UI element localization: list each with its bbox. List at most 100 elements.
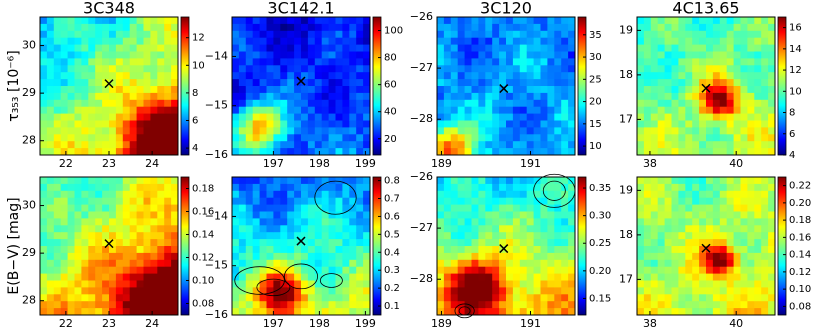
- heatmap-cell: [644, 267, 651, 274]
- heatmap-cell: [720, 267, 727, 274]
- heatmap-cell: [150, 294, 157, 301]
- heatmap-cell: [232, 45, 239, 52]
- heatmap-cell: [658, 218, 665, 225]
- heatmap-cell: [513, 52, 520, 59]
- heatmap-cell: [651, 72, 658, 79]
- heatmap-cell: [342, 191, 349, 198]
- heatmap-cell: [485, 218, 492, 225]
- heatmap-cell: [239, 246, 246, 253]
- heatmap-cell: [54, 24, 61, 31]
- heatmap-cell: [485, 191, 492, 198]
- heatmap-cell: [102, 121, 109, 128]
- heatmap-cell: [329, 205, 336, 212]
- heatmap-cell: [492, 274, 499, 281]
- heatmap-cell: [116, 294, 123, 301]
- heatmap-cell: [451, 274, 458, 281]
- heatmap-cell: [458, 232, 465, 239]
- heatmap-cell: [329, 301, 336, 308]
- heatmap-cell: [47, 45, 54, 52]
- heatmap-cell: [75, 107, 82, 114]
- heatmap-cell: [40, 148, 47, 155]
- heatmap-cell: [68, 177, 75, 184]
- heatmap-cell: [706, 184, 713, 191]
- heatmap-cell: [437, 308, 444, 315]
- heatmap-cell: [260, 281, 267, 288]
- heatmap-cell: [706, 100, 713, 107]
- heatmap-cell: [665, 86, 672, 93]
- heatmap-cell: [75, 177, 82, 184]
- heatmap-cell: [665, 267, 672, 274]
- heatmap-cell: [88, 114, 95, 121]
- heatmap-cell: [499, 184, 506, 191]
- heatmap-cell: [651, 86, 658, 93]
- heatmap-cell: [768, 253, 775, 260]
- heatmap-cell: [150, 232, 157, 239]
- heatmap-cell: [301, 24, 308, 31]
- heatmap-cell: [734, 274, 741, 281]
- heatmap-cell: [547, 134, 554, 141]
- heatmap-cell: [706, 198, 713, 205]
- heatmap-cell: [329, 121, 336, 128]
- heatmap-cell: [492, 52, 499, 59]
- heatmap-cell: [253, 191, 260, 198]
- heatmap-cell: [308, 191, 315, 198]
- heatmap-cell: [336, 198, 343, 205]
- heatmap-cell: [81, 267, 88, 274]
- heatmap-cell: [287, 177, 294, 184]
- heatmap-cell: [81, 287, 88, 294]
- heatmap-cell: [747, 191, 754, 198]
- heatmap-cell: [137, 184, 144, 191]
- heatmap-cell: [547, 86, 554, 93]
- heatmap-cell: [267, 218, 274, 225]
- heatmap-cell: [437, 38, 444, 45]
- heatmap-cell: [527, 239, 534, 246]
- heatmap-cell: [520, 198, 527, 205]
- heatmap-cell: [734, 58, 741, 65]
- heatmap-cell: [465, 232, 472, 239]
- heatmap-cell: [541, 121, 548, 128]
- heatmap-cell: [720, 205, 727, 212]
- heatmap-cell: [102, 191, 109, 198]
- heatmap-cell: [54, 93, 61, 100]
- heatmap-cell: [308, 17, 315, 24]
- heatmap-cell: [672, 148, 679, 155]
- heatmap-cell: [527, 260, 534, 267]
- heatmap-cell: [164, 253, 171, 260]
- heatmap-cell: [444, 177, 451, 184]
- heatmap-cell: [267, 24, 274, 31]
- heatmap-cell: [678, 260, 685, 267]
- heatmap-cell: [713, 148, 720, 155]
- heatmap-cell: [123, 72, 130, 79]
- heatmap-cell: [672, 100, 679, 107]
- heatmap-cell: [157, 45, 164, 52]
- heatmap-cell: [40, 31, 47, 38]
- heatmap-cell: [506, 253, 513, 260]
- heatmap-cell: [246, 301, 253, 308]
- heatmap-cell: [54, 281, 61, 288]
- heatmap-cell: [260, 121, 267, 128]
- heatmap-cell: [130, 260, 137, 267]
- heatmap-cell: [95, 45, 102, 52]
- heatmap-cell: [741, 134, 748, 141]
- heatmap-cell: [81, 31, 88, 38]
- heatmap-cell: [40, 267, 47, 274]
- heatmap-cell: [61, 38, 68, 45]
- colorbar-tick-label: 0.18: [789, 215, 811, 226]
- heatmap-cell: [253, 294, 260, 301]
- heatmap-cell: [727, 24, 734, 31]
- heatmap-cell: [336, 218, 343, 225]
- heatmap-cell: [109, 121, 116, 128]
- heatmap-cell: [123, 177, 130, 184]
- heatmap-cell: [720, 17, 727, 24]
- heatmap-cell: [54, 260, 61, 267]
- heatmap-cell: [472, 17, 479, 24]
- heatmap-cell: [465, 107, 472, 114]
- heatmap-cell: [356, 267, 363, 274]
- colorbar-tick-label: 0.35: [589, 183, 611, 194]
- heatmap-cell: [506, 267, 513, 274]
- heatmap-cell: [322, 127, 329, 134]
- heatmap-cell: [349, 212, 356, 219]
- heatmap-cell: [458, 267, 465, 274]
- heatmap-cell: [437, 191, 444, 198]
- heatmap-cell: [109, 45, 116, 52]
